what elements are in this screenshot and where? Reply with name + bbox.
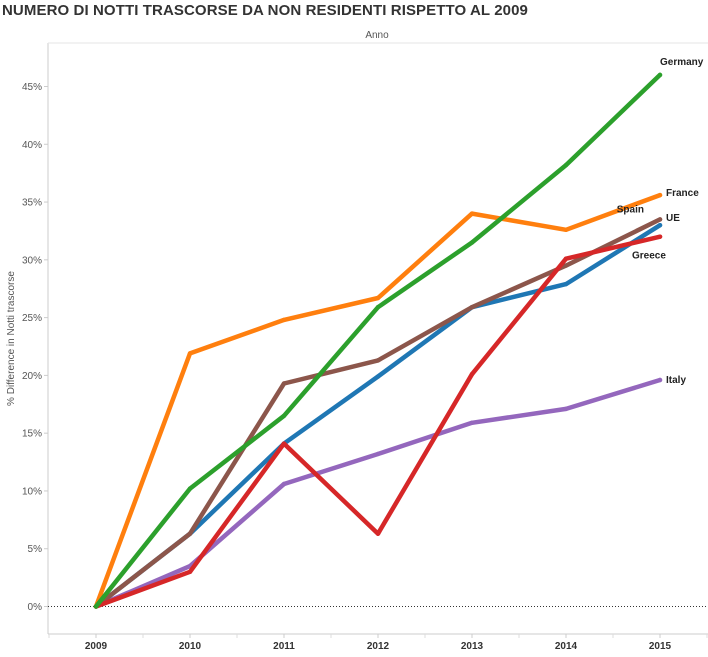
series-labels: Italy UE Spain Greece France Germany [617, 57, 704, 386]
series-label-spain: Spain [617, 204, 644, 215]
y-tick-label: 25% [22, 313, 42, 324]
y-tick-label: 15% [22, 429, 42, 440]
y-tick-label: 30% [22, 255, 42, 266]
data-point-germany [375, 305, 381, 310]
series-label-ue: UE [666, 213, 680, 224]
y-tick-labels: 0% 5% 10% 15% 20% 25% 30% 35% 40% 45% [22, 82, 48, 613]
data-point-italy [281, 481, 287, 487]
data-point-italy [657, 377, 663, 383]
y-axis-title: % Difference in Notti trascorse [6, 271, 17, 406]
y-tick-label: 10% [22, 486, 42, 497]
data-point-germany [93, 604, 99, 609]
data-point-germany [281, 413, 287, 419]
series-label-france: France [666, 188, 699, 199]
y-tick-label: 5% [28, 544, 43, 555]
y-tick-label: 0% [28, 602, 43, 613]
series-lines [93, 72, 663, 609]
y-tick-label: 45% [22, 82, 42, 93]
data-point-greece [375, 531, 381, 536]
data-point-greece [657, 234, 663, 239]
x-tick-label: 2010 [179, 641, 202, 652]
data-point-greece [187, 569, 193, 575]
data-point-spain [281, 381, 287, 386]
data-point-germany [563, 162, 569, 168]
x-axis-header: Anno [365, 30, 389, 41]
x-tick-label: 2013 [461, 641, 484, 652]
data-point-france [375, 295, 381, 301]
x-tick-label: 2012 [367, 641, 390, 652]
data-point-germany [187, 486, 193, 491]
data-point-spain [375, 358, 381, 363]
series-label-italy: Italy [666, 375, 686, 386]
data-point-ue [657, 222, 663, 228]
data-point-france [469, 211, 475, 216]
series-label-greece: Greece [632, 251, 666, 262]
data-point-greece [281, 441, 287, 446]
x-tick-label: 2015 [649, 641, 672, 652]
data-point-ue [375, 374, 381, 379]
x-tick-label: 2011 [273, 641, 295, 652]
series-line-ue [93, 222, 663, 609]
data-point-france [657, 192, 663, 198]
x-tick-labels: 2009 2010 2011 2012 2013 2014 2015 [48, 634, 708, 652]
data-point-france [563, 227, 569, 232]
data-point-greece [469, 372, 475, 377]
series-line-greece [93, 234, 663, 609]
data-point-italy [469, 420, 475, 425]
series-line-italy [93, 377, 663, 609]
data-point-spain [657, 217, 663, 222]
data-point-germany [469, 240, 475, 245]
data-point-italy [375, 451, 381, 457]
y-tick-label: 40% [22, 140, 42, 151]
chart-title: NUMERO DI NOTTI TRASCORSE DA NON RESIDEN… [2, 2, 528, 19]
data-point-spain [563, 263, 569, 268]
series-line-germany [93, 72, 663, 609]
data-point-greece [563, 256, 569, 261]
series-label-germany: Germany [660, 57, 704, 68]
y-tick-label: 20% [22, 371, 42, 382]
x-tick-label: 2014 [555, 641, 578, 652]
data-point-germany [657, 72, 663, 78]
data-point-france [187, 351, 193, 356]
x-tick-label: 2009 [85, 641, 108, 652]
data-point-spain [187, 531, 193, 536]
data-point-france [281, 317, 287, 323]
data-point-spain [469, 305, 475, 310]
data-point-italy [563, 406, 569, 412]
data-point-ue [563, 281, 569, 287]
y-tick-label: 35% [22, 198, 42, 209]
